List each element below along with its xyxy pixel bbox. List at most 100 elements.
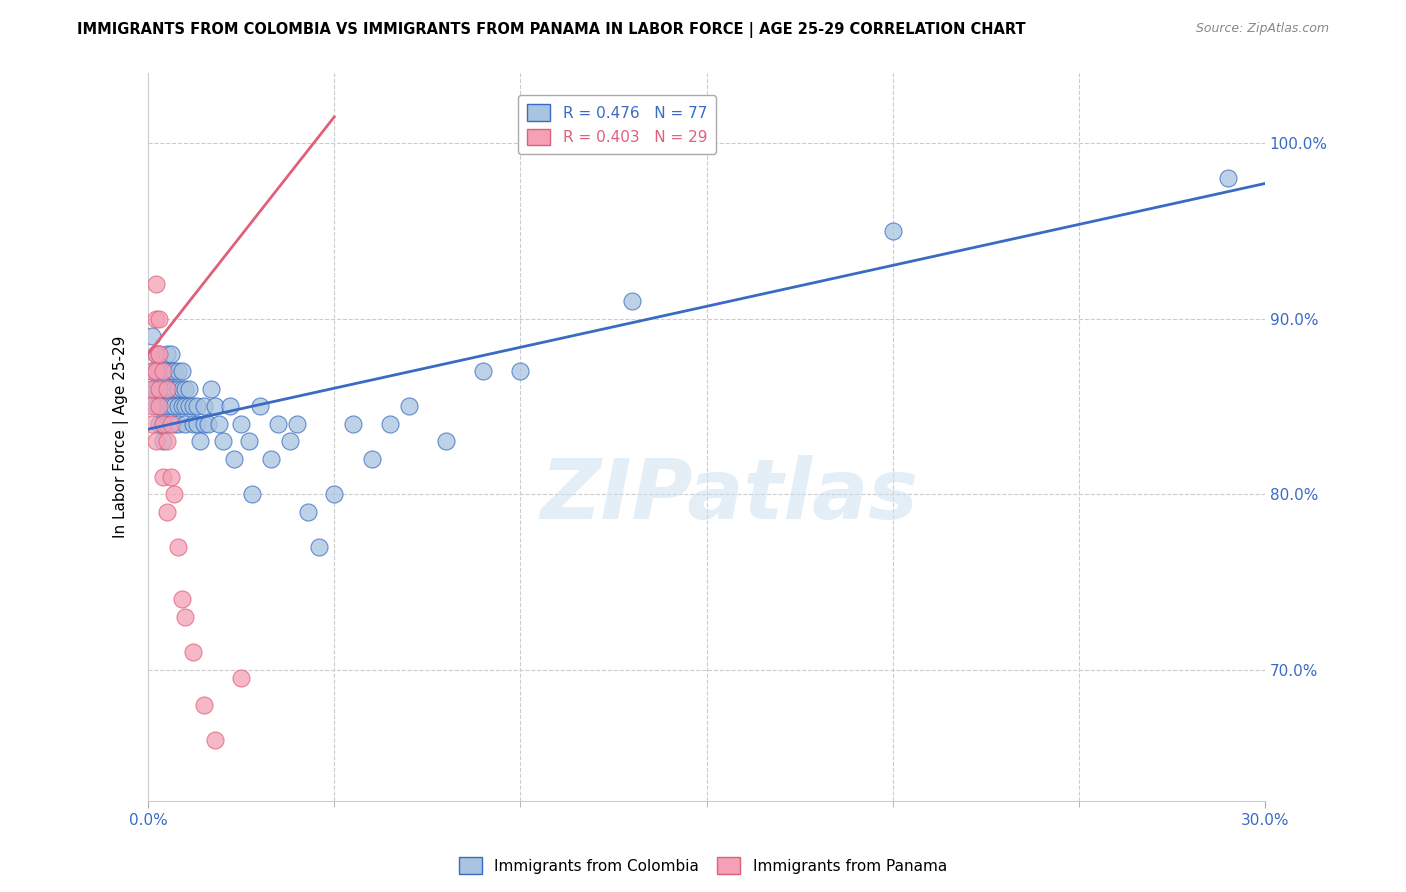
Point xyxy=(152,364,174,378)
Point xyxy=(193,417,215,431)
Point xyxy=(163,382,186,396)
Point xyxy=(141,364,163,378)
Point xyxy=(152,434,174,449)
Point xyxy=(208,417,231,431)
Point xyxy=(197,417,219,431)
Point xyxy=(159,382,181,396)
Point xyxy=(231,417,253,431)
Point xyxy=(222,452,245,467)
Point xyxy=(360,452,382,467)
Point xyxy=(174,400,197,414)
Point xyxy=(159,400,181,414)
Point xyxy=(148,417,170,431)
Point xyxy=(882,224,904,238)
Text: IMMIGRANTS FROM COLOMBIA VS IMMIGRANTS FROM PANAMA IN LABOR FORCE | AGE 25-29 CO: IMMIGRANTS FROM COLOMBIA VS IMMIGRANTS F… xyxy=(77,22,1026,38)
Point xyxy=(193,400,215,414)
Point xyxy=(141,400,163,414)
Point xyxy=(145,434,167,449)
Point xyxy=(297,505,319,519)
Text: ZIPatlas: ZIPatlas xyxy=(540,455,918,536)
Point xyxy=(204,400,226,414)
Point xyxy=(167,417,190,431)
Point xyxy=(163,417,186,431)
Y-axis label: In Labor Force | Age 25-29: In Labor Force | Age 25-29 xyxy=(114,336,129,538)
Point xyxy=(238,434,260,449)
Point xyxy=(181,417,204,431)
Point xyxy=(159,347,181,361)
Point xyxy=(186,417,208,431)
Point xyxy=(152,364,174,378)
Point xyxy=(179,400,201,414)
Point xyxy=(174,382,197,396)
Point xyxy=(156,364,179,378)
Point xyxy=(204,732,226,747)
Point xyxy=(148,382,170,396)
Point xyxy=(219,400,242,414)
Point xyxy=(148,400,170,414)
Point xyxy=(260,452,283,467)
Point xyxy=(156,417,179,431)
Point xyxy=(342,417,364,431)
Point xyxy=(308,540,330,554)
Point xyxy=(170,592,193,607)
Point xyxy=(211,434,233,449)
Point xyxy=(323,487,346,501)
Point xyxy=(285,417,308,431)
Point xyxy=(141,382,163,396)
Point xyxy=(163,487,186,501)
Point xyxy=(167,364,190,378)
Point xyxy=(156,400,179,414)
Point xyxy=(378,417,401,431)
Point xyxy=(170,400,193,414)
Text: Source: ZipAtlas.com: Source: ZipAtlas.com xyxy=(1195,22,1329,36)
Point xyxy=(434,434,457,449)
Point xyxy=(145,347,167,361)
Point xyxy=(145,311,167,326)
Point xyxy=(163,364,186,378)
Point xyxy=(141,382,163,396)
Point xyxy=(145,364,167,378)
Point xyxy=(398,400,420,414)
Point xyxy=(621,294,644,309)
Point xyxy=(159,417,181,431)
Point xyxy=(167,382,190,396)
Point xyxy=(163,400,186,414)
Point xyxy=(267,417,290,431)
Point xyxy=(181,645,204,659)
Point xyxy=(188,434,211,449)
Point xyxy=(156,347,179,361)
Point xyxy=(159,469,181,483)
Point xyxy=(148,347,170,361)
Point xyxy=(152,417,174,431)
Point xyxy=(145,364,167,378)
Legend: Immigrants from Colombia, Immigrants from Panama: Immigrants from Colombia, Immigrants fro… xyxy=(453,851,953,880)
Point xyxy=(156,382,179,396)
Point xyxy=(145,347,167,361)
Point xyxy=(170,364,193,378)
Point xyxy=(145,277,167,291)
Legend: R = 0.476   N = 77, R = 0.403   N = 29: R = 0.476 N = 77, R = 0.403 N = 29 xyxy=(519,95,716,154)
Point xyxy=(152,400,174,414)
Point xyxy=(156,505,179,519)
Point xyxy=(170,382,193,396)
Point xyxy=(231,671,253,685)
Point xyxy=(159,364,181,378)
Point xyxy=(167,400,190,414)
Point xyxy=(141,364,163,378)
Point xyxy=(179,382,201,396)
Point xyxy=(152,469,174,483)
Point xyxy=(141,329,163,343)
Point xyxy=(174,417,197,431)
Point xyxy=(148,364,170,378)
Point xyxy=(152,382,174,396)
Point xyxy=(181,400,204,414)
Point xyxy=(156,382,179,396)
Point xyxy=(193,698,215,712)
Point xyxy=(200,382,222,396)
Point xyxy=(1216,171,1239,186)
Point xyxy=(249,400,271,414)
Point xyxy=(141,417,163,431)
Point xyxy=(174,610,197,624)
Point xyxy=(145,400,167,414)
Point xyxy=(156,434,179,449)
